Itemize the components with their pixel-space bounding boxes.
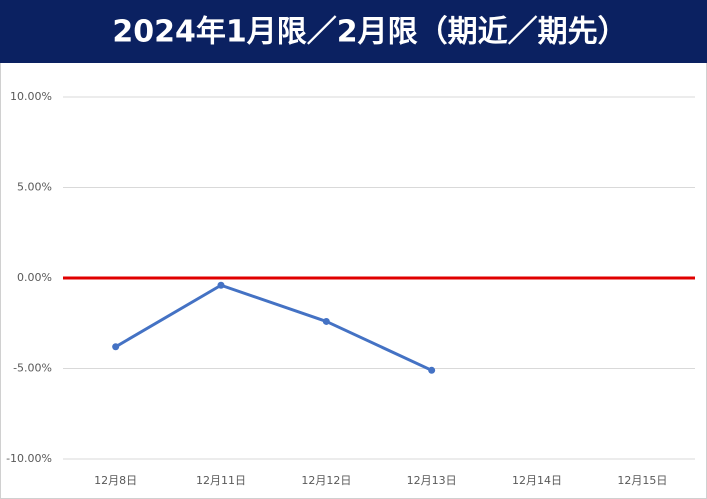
y-tick-label: -10.00% [6, 452, 52, 465]
y-tick-label: 0.00% [17, 271, 52, 284]
x-tick-label: 12月11日 [196, 474, 246, 487]
x-tick-label: 12月8日 [94, 474, 137, 487]
data-point [428, 366, 436, 374]
data-point [217, 281, 225, 289]
y-tick-label: -5.00% [13, 362, 52, 375]
y-tick-label: 5.00% [17, 181, 52, 194]
chart-title: 2024年1月限／2月限（期近／期先） [112, 15, 627, 50]
title-banner [0, 0, 707, 63]
x-tick-label: 12月12日 [301, 474, 351, 487]
data-point [322, 317, 330, 325]
data-point [112, 343, 120, 351]
x-tick-label: 12月15日 [617, 474, 667, 487]
x-tick-label: 12月14日 [512, 474, 562, 487]
series-line [114, 283, 433, 372]
y-tick-label: 10.00% [10, 90, 52, 103]
x-tick-label: 12月13日 [407, 474, 457, 487]
